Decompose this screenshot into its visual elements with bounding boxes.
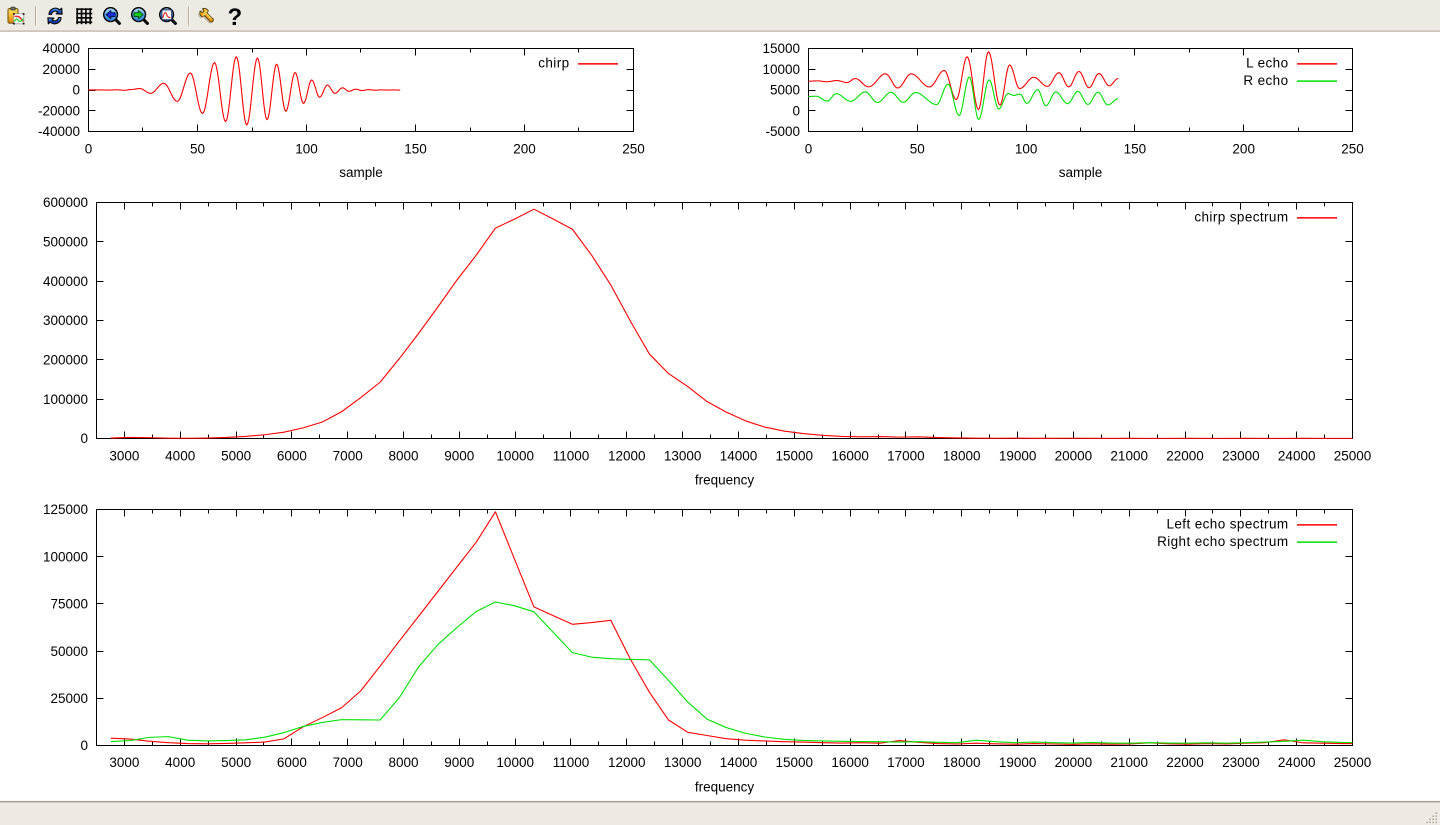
- svg-text:14000: 14000: [720, 755, 758, 770]
- svg-text:400000: 400000: [43, 274, 88, 289]
- svg-text:200: 200: [513, 141, 536, 156]
- svg-text:18000: 18000: [943, 755, 981, 770]
- svg-text:16000: 16000: [831, 448, 869, 463]
- svg-text:19000: 19000: [999, 448, 1037, 463]
- svg-text:4000: 4000: [165, 448, 195, 463]
- svg-text:6000: 6000: [277, 755, 307, 770]
- svg-text:23000: 23000: [1222, 755, 1260, 770]
- svg-text:500000: 500000: [43, 235, 88, 250]
- svg-text:17000: 17000: [887, 448, 925, 463]
- svg-text:100: 100: [1015, 141, 1038, 156]
- svg-text:frequency: frequency: [695, 473, 755, 488]
- svg-text:16000: 16000: [831, 755, 869, 770]
- svg-text:0: 0: [72, 83, 80, 98]
- svg-text:20000: 20000: [1055, 755, 1093, 770]
- svg-text:24000: 24000: [1278, 448, 1316, 463]
- svg-text:chirp: chirp: [538, 56, 569, 71]
- svg-text:75000: 75000: [50, 597, 88, 612]
- svg-text:0: 0: [792, 103, 800, 118]
- svg-text:9000: 9000: [444, 755, 474, 770]
- svg-text:50000: 50000: [50, 644, 88, 659]
- svg-text:-40000: -40000: [38, 124, 80, 139]
- svg-text:3000: 3000: [109, 448, 139, 463]
- svg-text:14000: 14000: [720, 448, 758, 463]
- svg-text:150: 150: [404, 141, 427, 156]
- svg-text:12000: 12000: [608, 448, 646, 463]
- svg-text:-20000: -20000: [38, 103, 80, 118]
- svg-text:25000: 25000: [1334, 448, 1372, 463]
- svg-text:15000: 15000: [776, 755, 814, 770]
- svg-text:18000: 18000: [943, 448, 981, 463]
- svg-text:10000: 10000: [762, 62, 800, 77]
- svg-text:23000: 23000: [1222, 448, 1260, 463]
- svg-text:5000: 5000: [221, 755, 251, 770]
- svg-text:600000: 600000: [43, 195, 88, 210]
- svg-text:L echo: L echo: [1246, 56, 1288, 71]
- svg-text:-5000: -5000: [765, 124, 800, 139]
- svg-text:frequency: frequency: [695, 780, 755, 795]
- svg-text:15000: 15000: [776, 448, 814, 463]
- svg-text:100000: 100000: [43, 392, 88, 407]
- svg-text:3000: 3000: [109, 755, 139, 770]
- svg-text:24000: 24000: [1278, 755, 1316, 770]
- svg-text:5000: 5000: [221, 448, 251, 463]
- svg-text:100000: 100000: [43, 549, 88, 564]
- svg-text:125000: 125000: [43, 502, 88, 517]
- svg-text:250: 250: [622, 141, 645, 156]
- svg-text:22000: 22000: [1166, 448, 1204, 463]
- svg-text:12000: 12000: [608, 755, 646, 770]
- svg-text:17000: 17000: [887, 755, 925, 770]
- svg-text:250: 250: [1341, 141, 1364, 156]
- svg-text:19000: 19000: [999, 755, 1037, 770]
- svg-text:21000: 21000: [1110, 448, 1148, 463]
- svg-text:200: 200: [1232, 141, 1255, 156]
- svg-text:R echo: R echo: [1243, 73, 1288, 88]
- svg-text:Right echo spectrum: Right echo spectrum: [1157, 534, 1288, 549]
- svg-text:25000: 25000: [50, 691, 88, 706]
- svg-text:100: 100: [295, 141, 318, 156]
- svg-text:0: 0: [80, 738, 88, 753]
- svg-text:50: 50: [910, 141, 925, 156]
- svg-text:sample: sample: [1059, 165, 1103, 180]
- svg-text:22000: 22000: [1166, 755, 1204, 770]
- svg-text:200000: 200000: [43, 353, 88, 368]
- svg-text:50: 50: [190, 141, 205, 156]
- svg-text:?: ?: [228, 4, 243, 31]
- svg-text:8000: 8000: [388, 755, 418, 770]
- svg-text:40000: 40000: [42, 41, 80, 56]
- svg-text:6000: 6000: [277, 448, 307, 463]
- svg-text:10000: 10000: [496, 448, 534, 463]
- svg-text:Left echo spectrum: Left echo spectrum: [1166, 517, 1288, 532]
- svg-text:11000: 11000: [553, 448, 590, 463]
- svg-text:13000: 13000: [664, 755, 702, 770]
- svg-text:4000: 4000: [165, 755, 195, 770]
- svg-text:11000: 11000: [553, 755, 590, 770]
- svg-text:0: 0: [85, 141, 93, 156]
- svg-text:20000: 20000: [1055, 448, 1093, 463]
- svg-text:7000: 7000: [333, 448, 363, 463]
- svg-text:0: 0: [805, 141, 813, 156]
- svg-text:150: 150: [1124, 141, 1147, 156]
- svg-text:15000: 15000: [762, 41, 800, 56]
- svg-text:13000: 13000: [664, 448, 702, 463]
- svg-text:sample: sample: [339, 165, 383, 180]
- svg-text:21000: 21000: [1110, 755, 1148, 770]
- svg-text:7000: 7000: [333, 755, 363, 770]
- svg-text:10000: 10000: [496, 755, 534, 770]
- svg-text:25000: 25000: [1334, 755, 1372, 770]
- svg-text:0: 0: [80, 431, 88, 446]
- svg-text:5000: 5000: [770, 83, 800, 98]
- svg-text:20000: 20000: [42, 62, 80, 77]
- svg-text:300000: 300000: [43, 313, 88, 328]
- svg-text:9000: 9000: [444, 448, 474, 463]
- svg-text:chirp spectrum: chirp spectrum: [1194, 210, 1288, 225]
- svg-text:8000: 8000: [388, 448, 418, 463]
